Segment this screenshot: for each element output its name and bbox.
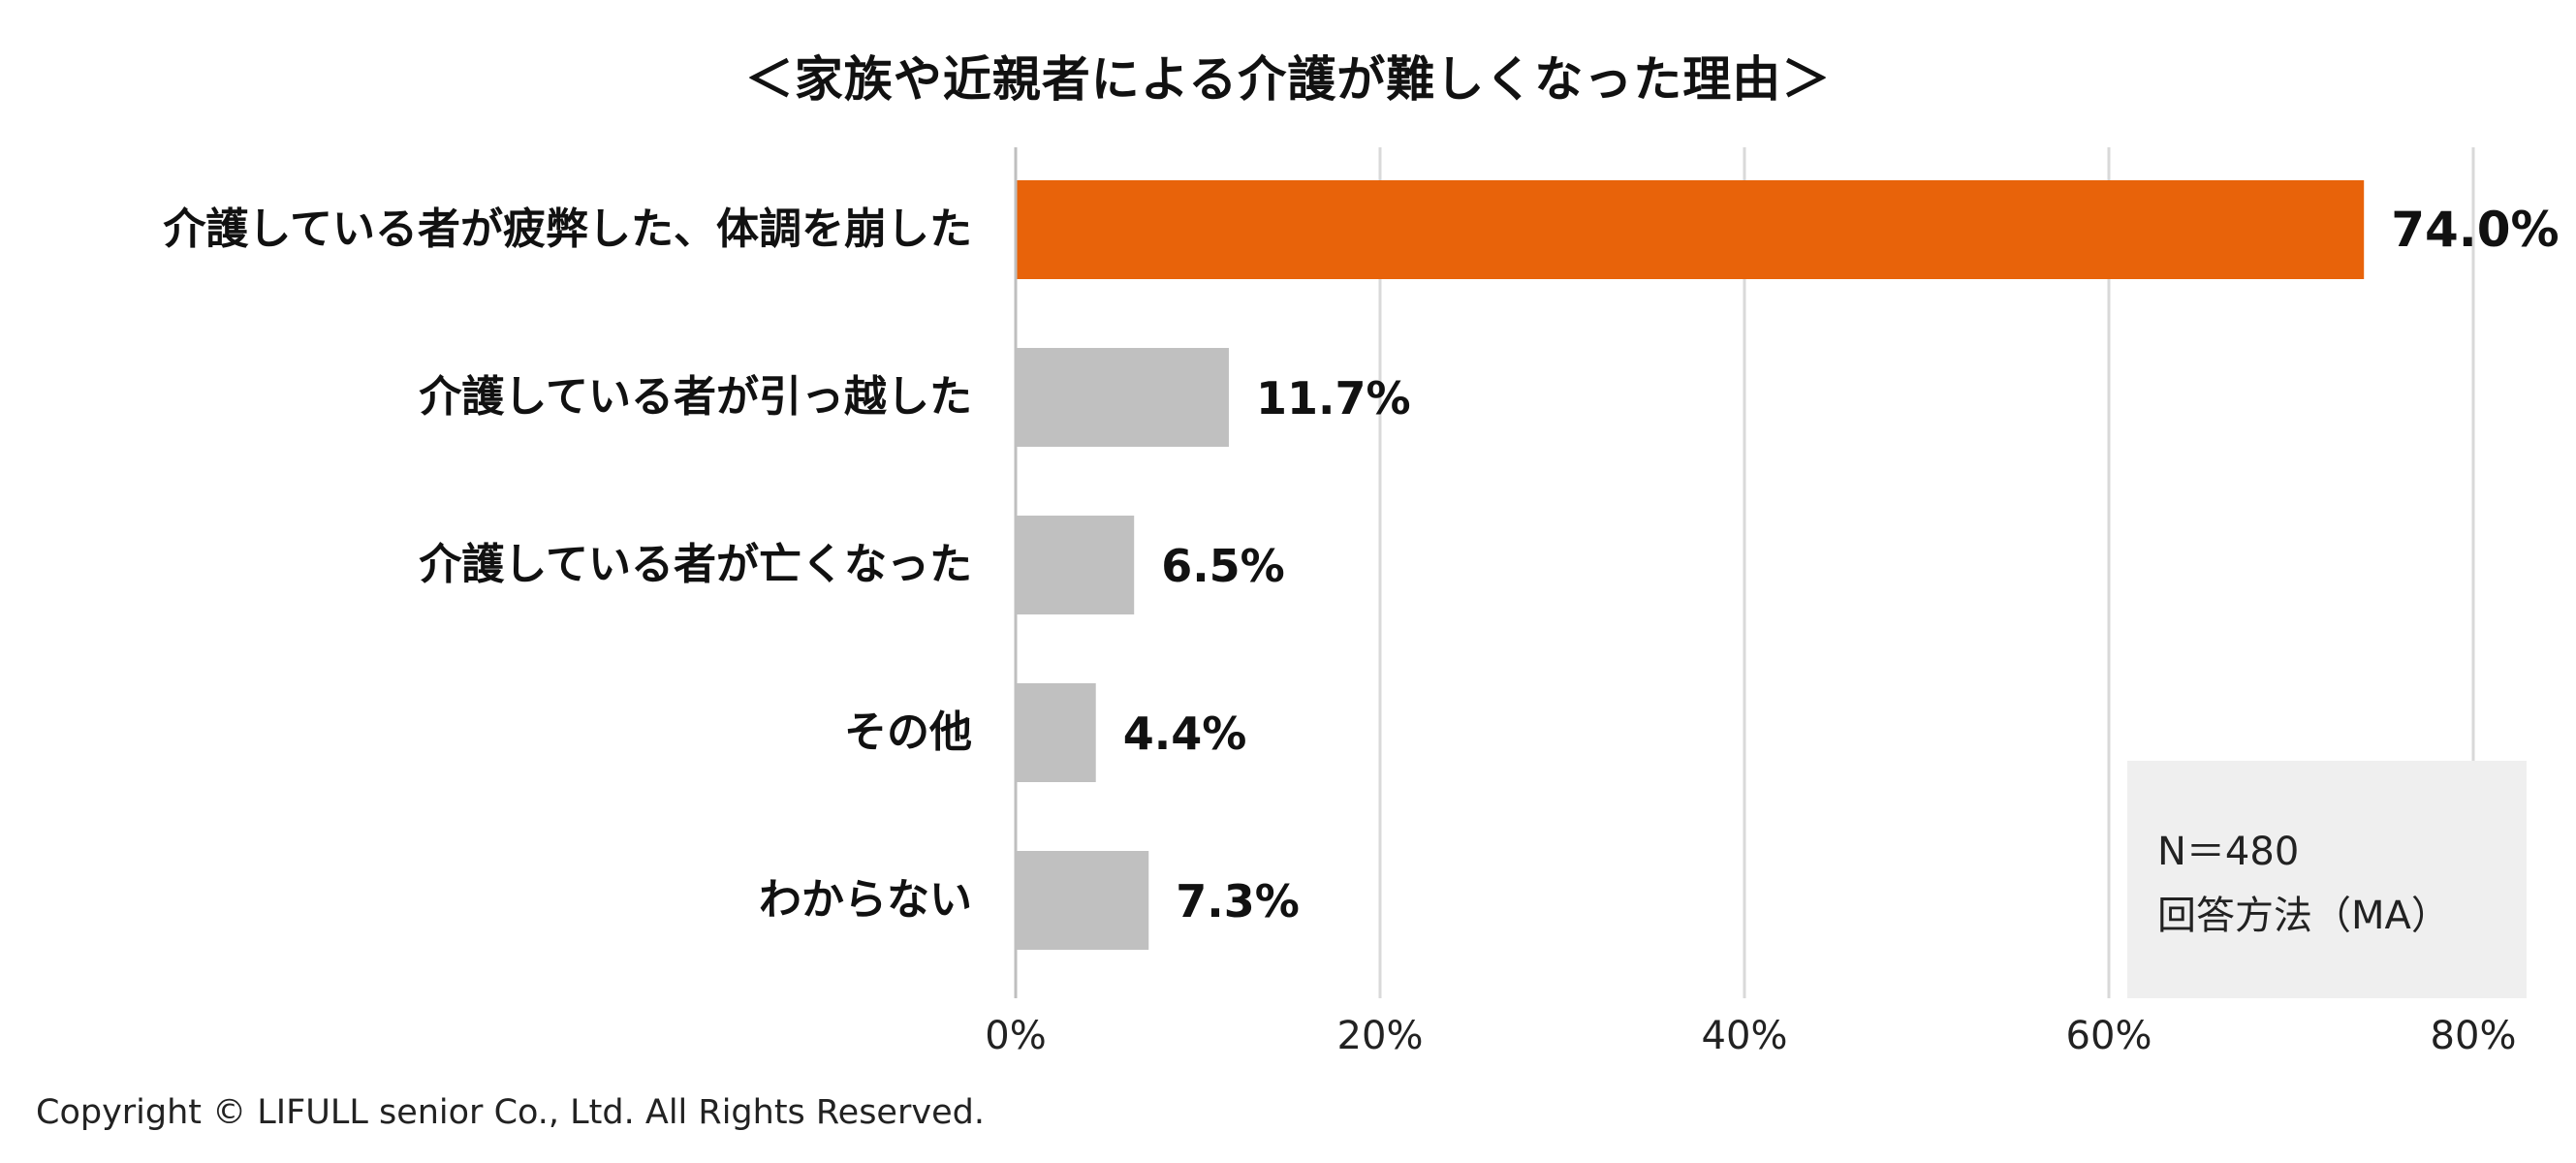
answer-method-label: 回答方法（MA）: [2157, 894, 2450, 938]
x-tick-label: 0%: [985, 1014, 1046, 1058]
value-label: 7.3%: [1176, 875, 1300, 927]
x-tick-label: 80%: [2431, 1014, 2517, 1058]
x-tick-label: 20%: [1337, 1014, 1424, 1058]
category-label: 介護している者が疲弊した、体調を崩した: [163, 204, 972, 254]
category-label: 介護している者が引っ越した: [419, 372, 972, 422]
copyright-footer: Copyright © LIFULL senior Co., Ltd. All …: [36, 1093, 985, 1132]
bar: [1016, 516, 1135, 614]
value-label: 6.5%: [1161, 540, 1285, 592]
category-label: 介護している者が亡くなった: [419, 540, 972, 589]
category-label: その他: [844, 707, 972, 757]
sample-note-box: [2127, 761, 2527, 998]
category-label: わからない: [759, 875, 972, 925]
bar: [1016, 851, 1149, 950]
x-tick-label: 60%: [2066, 1014, 2152, 1058]
chart-title: ＜家族や近親者による介護が難しくなった理由＞: [744, 51, 1832, 108]
bar: [1016, 348, 1229, 447]
value-label: 11.7%: [1256, 372, 1411, 424]
sample-size-label: N＝480: [2157, 830, 2300, 874]
value-label: 4.4%: [1123, 707, 1247, 760]
x-tick-label: 40%: [1702, 1014, 1788, 1058]
bar: [1016, 180, 2365, 279]
bar: [1016, 683, 1096, 782]
value-label: 74.0%: [2391, 202, 2559, 258]
